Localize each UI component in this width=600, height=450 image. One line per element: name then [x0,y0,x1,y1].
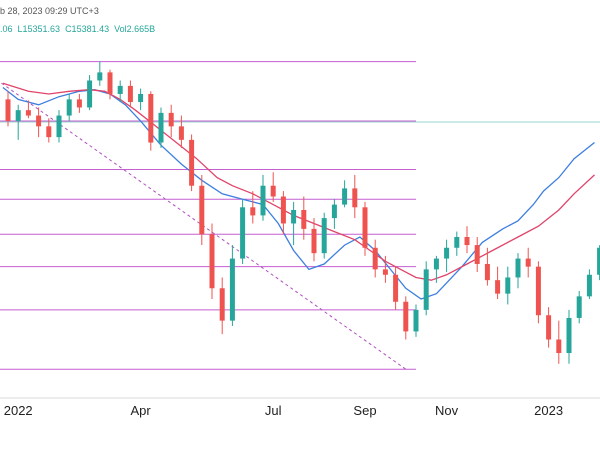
candle-body [352,188,358,208]
candle-body [15,110,21,121]
moving-average-slow [2,82,595,281]
candle-body [148,93,154,143]
candle-body [413,309,419,332]
candle-body [199,185,205,235]
candle-body [270,185,276,197]
candle-body [280,196,286,224]
candle-body [433,258,439,270]
x-tick-label: Nov [435,403,459,418]
candle-body [566,317,572,354]
candle-body [209,234,215,289]
header-ohlc-readout: .06 L15351.63 C15381.43 Vol2.665B [0,24,160,34]
header-low: L15351.63 [17,24,61,34]
candle-body [464,236,470,246]
x-tick-label: Sep [353,403,376,418]
candle-body [362,207,368,248]
candle-body [576,296,582,318]
candle-body [321,218,327,254]
candle-body [178,126,184,140]
candle-body [403,301,409,332]
candle-body [260,185,266,216]
candle-body [189,139,195,186]
candle-body [382,269,388,275]
candle-body [301,210,307,229]
candle-body [219,288,225,321]
candle-body [331,204,337,219]
candle-body [117,85,123,94]
candle-body [127,85,133,103]
candle-body [107,72,113,94]
candle-body [556,339,562,354]
candle-body [168,112,174,127]
candle-body [97,72,103,81]
candle-body [240,207,246,259]
candle-body [5,99,11,121]
candle-body [250,207,256,216]
candle-body [444,247,450,259]
candle-body [597,247,600,275]
candle-body [484,263,490,281]
x-tick-label: Apr [130,403,151,418]
candle-body [423,269,429,310]
candle-body [586,274,592,297]
x-tick-label: Jul [265,403,282,418]
candle-body [291,210,297,224]
candle-body [46,126,52,138]
candle-body [56,115,62,138]
candle-body [474,245,480,264]
candle-body [454,236,460,248]
header-title-fragment: b 28, 2023 09:29 UTC+3 [0,6,99,16]
candle-body [158,112,164,143]
candle-body [372,247,378,270]
candle-body [393,274,399,302]
candle-body [311,228,317,254]
candle-body [515,258,521,278]
candle-body [76,99,82,108]
candle-body [342,188,348,205]
candle-body [535,266,541,316]
x-tick-label: 2023 [534,403,563,418]
header-close: C15381.43 [65,24,110,34]
header-open-fragment: .06 [0,24,13,34]
candle-body [36,115,42,127]
x-tick-label: 2022 [4,403,33,418]
candle-body [546,315,552,340]
candle-body [525,258,531,267]
candle-body [66,99,72,116]
candle-body [87,80,93,108]
header-volume: Vol2.665B [114,24,156,34]
candle-body [505,277,511,294]
candle-body [495,280,501,294]
moving-average-fast [2,86,595,300]
candle-body [138,93,144,103]
candle-body [25,110,31,116]
candle-body [229,258,235,321]
